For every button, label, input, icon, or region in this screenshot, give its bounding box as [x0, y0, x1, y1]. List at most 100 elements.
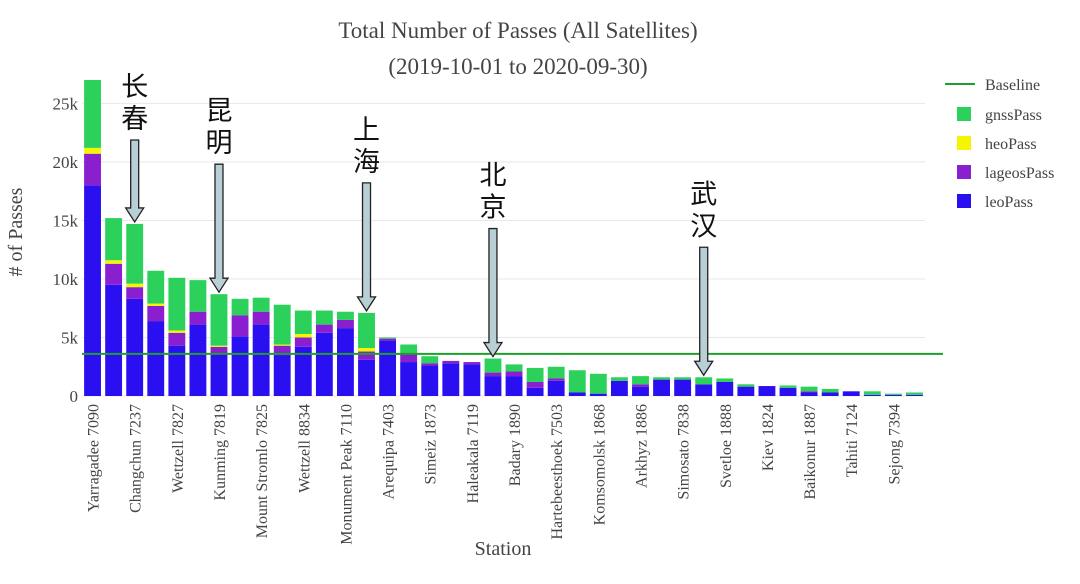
bar-segment-lageosPass [505, 371, 523, 377]
x-tick-label: Hartebeesthoek 7503 [549, 404, 566, 540]
bar-segment-leoPass [463, 364, 481, 396]
x-axis: Yarragadee 7090 Changchun 7237 Wettzell 78… [86, 404, 904, 545]
chart-title: Total Number of Passes (All Satellites) [338, 18, 697, 43]
bar-segment-lageosPass [526, 381, 544, 388]
annotation-char: 昆 [205, 96, 232, 127]
bar-segment-leoPass [547, 380, 565, 396]
bar-segment-leoPass [906, 394, 923, 396]
bar-segment-gnssPass [147, 270, 165, 304]
bar-segment-lageosPass [632, 384, 649, 387]
x-tick-label: Monument Peak 7110 [338, 404, 355, 545]
y-tick-label: 15k [53, 211, 79, 230]
x-tick-label: Kunming 7819 [212, 404, 229, 500]
annotation-char: 北 [479, 161, 506, 192]
annotation-char: 武 [690, 179, 717, 210]
bar-segment-gnssPass [863, 391, 881, 395]
y-axis-title: # of Passes [5, 187, 27, 276]
bar-segment-gnssPass [210, 294, 228, 346]
bar-segment-gnssPass [315, 310, 333, 325]
bar-segment-lageosPass [126, 287, 144, 299]
bar-segment-gnssPass [737, 384, 755, 387]
legend-label: lageosPass [985, 165, 1054, 182]
bar-segment-leoPass [842, 391, 860, 396]
bar-segment-heoPass [168, 330, 186, 333]
bar-segment-leoPass [589, 393, 607, 396]
bar-segment-gnssPass [379, 337, 397, 339]
bar-segment-leoPass [653, 379, 670, 396]
bar-segment-gnssPass [252, 297, 270, 312]
bar-segment-lageosPass [168, 332, 186, 346]
bar-segment-leoPass [84, 185, 101, 396]
bar-segment-gnssPass [294, 310, 312, 334]
bar-segment-gnssPass [526, 367, 544, 382]
chart-subtitle: (2019-10-01 to 2020-09-30) [388, 54, 647, 79]
bar-segment-lageosPass [294, 337, 312, 347]
bar-segment-lageosPass [105, 263, 123, 285]
x-tick-label: Tahiti 7124 [844, 404, 861, 477]
bar-segment-leoPass [632, 386, 649, 396]
x-tick-label: Wettzell 8834 [296, 404, 313, 493]
annotation-arrow [208, 163, 230, 294]
bar-segment-lageosPass [421, 363, 439, 366]
bar-segment-gnssPass [337, 311, 354, 320]
bar-segment-leoPass [737, 386, 755, 396]
bar-segment-leoPass [273, 355, 291, 396]
bar-segment-leoPass [505, 376, 523, 396]
bar-segment-heoPass [105, 260, 123, 264]
y-tick-label: 20k [53, 153, 79, 172]
bar-segment-gnssPass [906, 392, 923, 395]
bar-segment-heoPass [273, 344, 291, 346]
bar-segment-gnssPass [884, 393, 902, 395]
annotation-char: 明 [205, 128, 232, 159]
x-tick-label: Arequipa 7403 [381, 404, 398, 500]
legend-swatch-leoPass [957, 194, 971, 208]
annotation: 长春 [121, 72, 148, 224]
bar-segment-leoPass [442, 363, 460, 396]
legend-swatch-gnssPass [957, 107, 971, 121]
bar-segment-lageosPass [231, 315, 249, 337]
bar-segment-gnssPass [189, 280, 207, 312]
bar-segment-lageosPass [358, 351, 375, 360]
x-tick-label: Mount Stromlo 7825 [254, 404, 271, 538]
y-tick-label: 5k [61, 328, 79, 347]
bar-segment-heoPass [358, 348, 375, 352]
bar-segment-gnssPass [821, 388, 839, 393]
x-tick-label: Yarragadee 7090 [86, 404, 103, 512]
bar-segment-gnssPass [421, 356, 439, 364]
bar-segment-lageosPass [84, 153, 101, 186]
bar-segment-leoPass [568, 392, 586, 396]
bar-segment-gnssPass [484, 358, 502, 373]
bar-segment-leoPass [779, 387, 797, 396]
bar-segment-leoPass [358, 359, 375, 396]
bar-segment-lageosPass [800, 391, 818, 393]
bar-segment-lageosPass [210, 346, 228, 354]
bar-segment-leoPass [189, 324, 207, 396]
bar-segment-leoPass [168, 345, 186, 396]
bar-segment-gnssPass [695, 377, 713, 385]
x-tick-label: Sejong 7394 [886, 404, 903, 484]
x-tick-label: Svetloe 1888 [718, 404, 735, 488]
annotation-arrow [356, 182, 377, 313]
bar-segment-leoPass [337, 328, 354, 396]
bar-segment-leoPass [674, 379, 692, 396]
bar-segment-heoPass [126, 283, 144, 288]
annotation-arrow [482, 227, 504, 358]
bar-segment-gnssPass [273, 304, 291, 345]
bar-segment-leoPass [695, 384, 713, 396]
x-tick-label: Arkhyz 1886 [633, 404, 650, 488]
legend-swatch-heoPass [957, 136, 971, 150]
bar-segment-gnssPass [653, 377, 670, 380]
legend-label: gnssPass [985, 107, 1042, 124]
bar-segment-gnssPass [126, 223, 144, 284]
bar-segment-lageosPass [337, 319, 354, 329]
x-tick-label: Baikonur 1887 [802, 404, 819, 500]
bar-segment-gnssPass [400, 344, 418, 354]
bar-segment-gnssPass [547, 366, 565, 379]
annotation: 上海 [353, 115, 380, 313]
annotations: 长春 昆明 上海 北京 武汉 [121, 72, 717, 377]
annotation: 武汉 [690, 179, 717, 377]
bar-segment-gnssPass [231, 298, 249, 316]
bar-segment-leoPass [126, 298, 144, 396]
legend-label: leoPass [985, 194, 1033, 211]
